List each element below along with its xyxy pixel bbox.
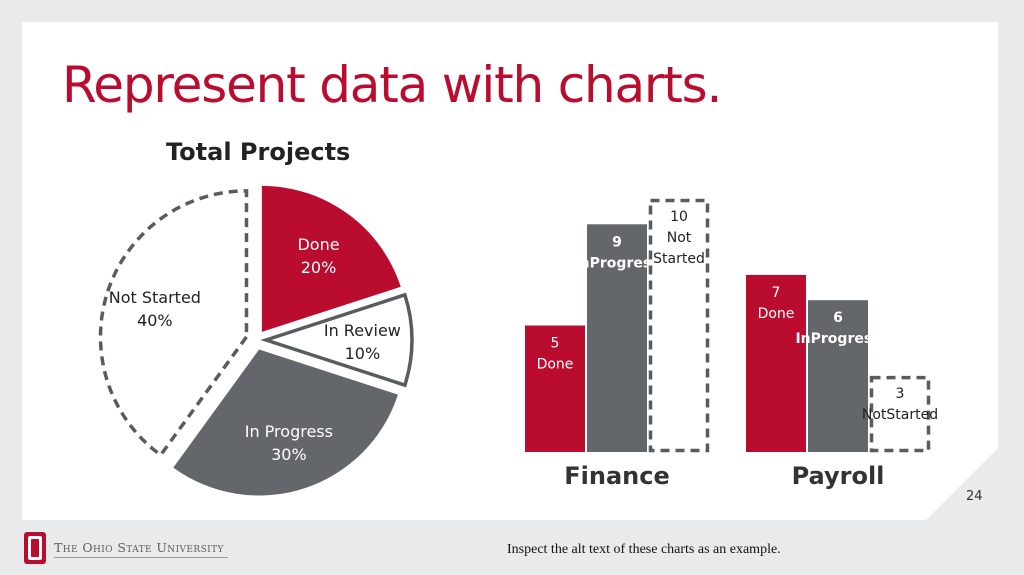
pie-slice-in-review xyxy=(260,292,414,388)
bar-payroll-series-3 xyxy=(869,375,931,453)
bar-value-label: 5 xyxy=(551,336,560,352)
pie-slice-label: In Review xyxy=(324,321,401,340)
pie-slice-label: In Progress xyxy=(245,422,333,441)
wordmark-underline xyxy=(54,557,228,558)
pie-slice-done xyxy=(261,185,401,332)
bar-category-label: InProgress xyxy=(795,331,880,347)
pie-chart-title: Total Projects xyxy=(166,138,351,166)
bar-finance-series-2 xyxy=(587,224,647,452)
slide-title: Represent data with charts. xyxy=(62,56,722,114)
footer-note: Inspect the alt text of these charts as … xyxy=(507,542,781,557)
pie-slice-value-label: 10% xyxy=(345,344,381,363)
pie-chart: Done 20% In Review 10% In Progress 30% Not Sta… xyxy=(98,185,414,496)
pie-slice-in-progress xyxy=(173,349,398,496)
pie-slice-value-label: 30% xyxy=(271,445,307,464)
bar-value-label: 7 xyxy=(772,285,781,301)
bar-category-label: InProgress xyxy=(574,255,659,271)
bar-axis-category: Finance xyxy=(564,462,670,490)
bar-value-label: 3 xyxy=(896,386,905,402)
bar-payroll-series-2 xyxy=(808,300,868,452)
pie-slice-label: Done xyxy=(297,235,339,254)
bar-category-label: NotStarted xyxy=(862,407,938,423)
university-wordmark: The Ohio State University xyxy=(54,540,224,555)
pie-slice-value-label: 40% xyxy=(137,311,173,330)
pie-slice-value-label: 20% xyxy=(301,258,337,277)
bar-finance-series-3 xyxy=(648,198,710,453)
bar-category-label: Started xyxy=(653,251,705,267)
pie-slice-not-started xyxy=(98,189,249,458)
bar-chart: 5Done9InProgress10NotStartedFinance7Done… xyxy=(525,198,938,490)
bar-category-label: Done xyxy=(758,306,795,322)
bar-finance-series-1 xyxy=(525,325,585,452)
bar-category-label: Not xyxy=(667,230,692,246)
ohio-state-logo xyxy=(24,532,46,564)
bar-payroll-series-1 xyxy=(746,274,806,452)
pie-slice-label: Not Started xyxy=(109,288,201,307)
bar-value-label: 10 xyxy=(670,209,688,225)
page-number: 24 xyxy=(966,489,983,504)
bar-axis-category: Payroll xyxy=(792,462,885,490)
bar-category-label: Done xyxy=(537,357,574,373)
bar-value-label: 9 xyxy=(612,234,622,250)
bar-value-label: 6 xyxy=(833,310,843,326)
